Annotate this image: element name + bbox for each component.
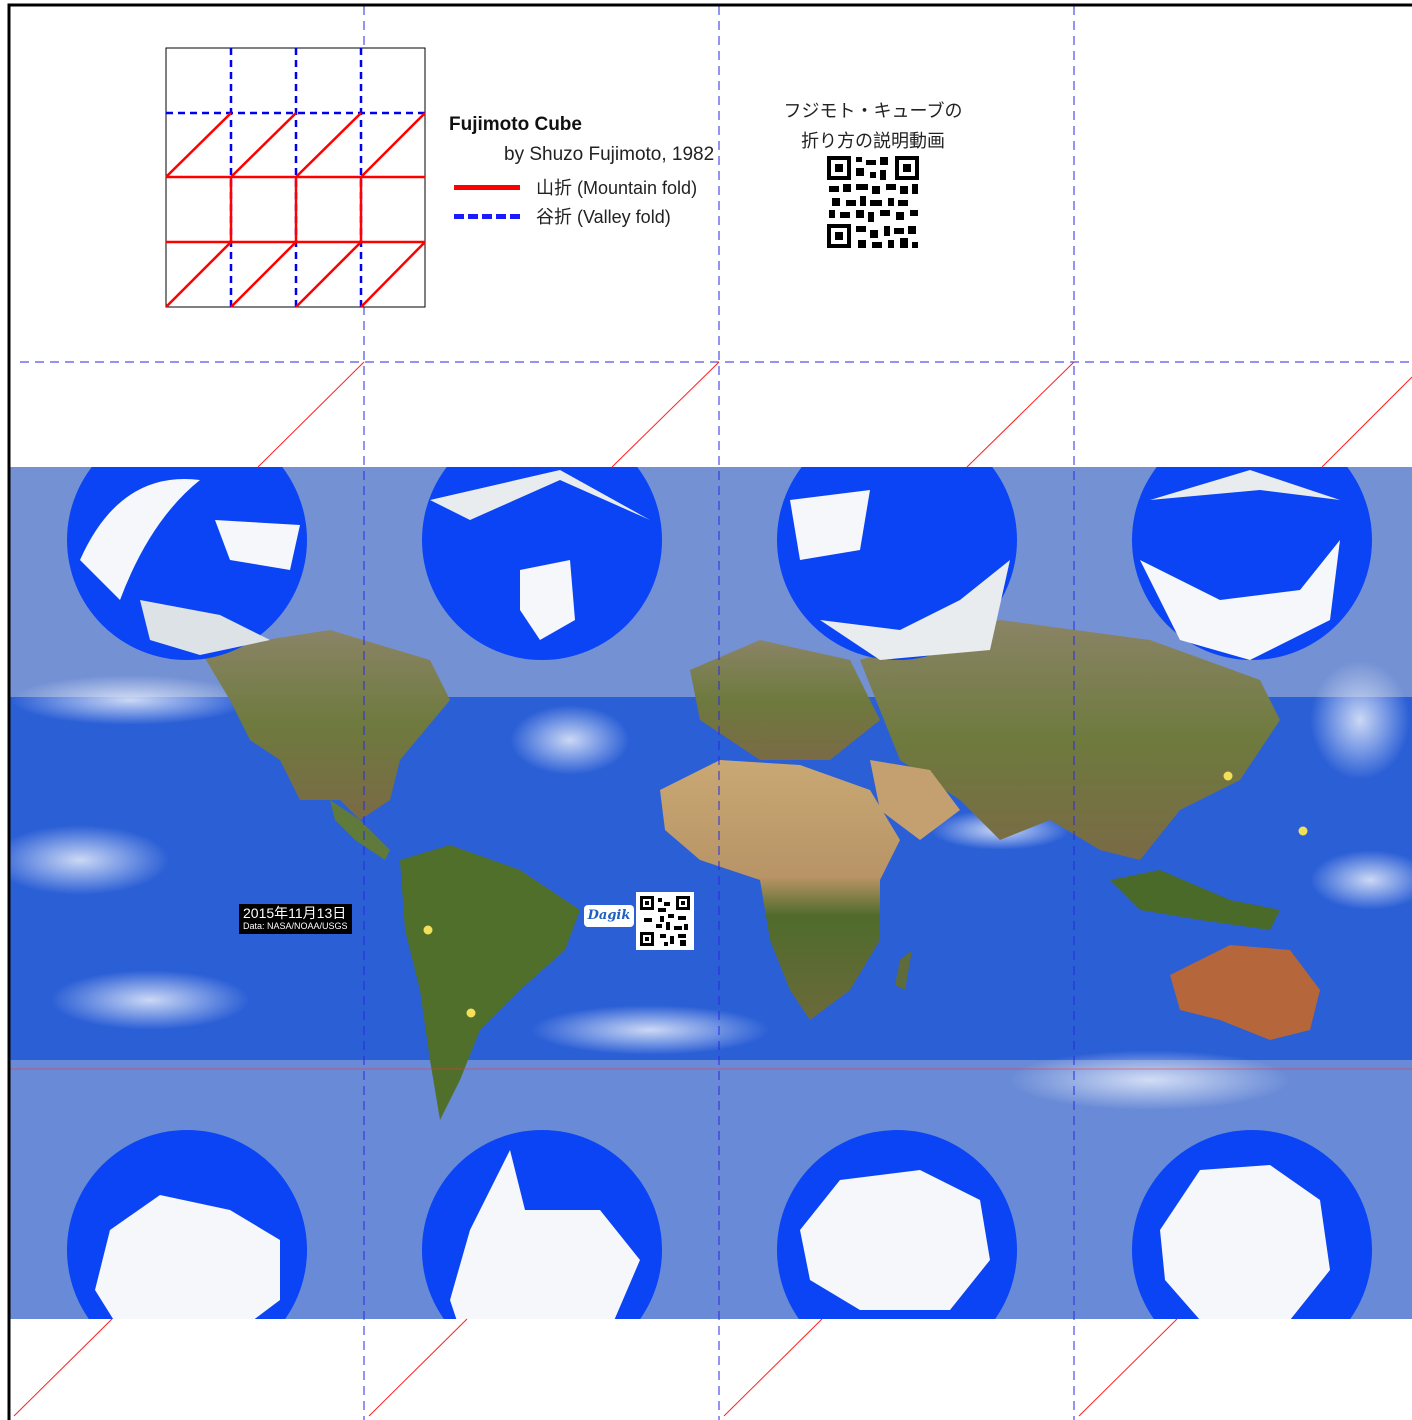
south-america — [400, 845, 580, 1120]
europe — [690, 640, 880, 760]
world-map — [10, 467, 1412, 1319]
arabia — [870, 760, 960, 840]
mountain-fold-swatch — [454, 184, 520, 190]
north-america — [200, 630, 450, 820]
mountain-fold-diagonals-bottom — [13, 1318, 1178, 1417]
video-caption-line2: 折り方の説明動画 — [801, 131, 945, 151]
date-stamp: 2015年11月13日 Data: NASA/NOAA/USGS — [239, 904, 352, 934]
legend-subtitle: by Shuzo Fujimoto, 1982 — [504, 144, 715, 165]
video-qr-code[interactable] — [826, 155, 920, 249]
asia — [860, 620, 1280, 860]
legend-mountain-fold: 山折 (Mountain fold) — [454, 175, 697, 199]
valley-fold-label: 谷折 (Valley fold) — [536, 207, 671, 227]
fold-diagram — [165, 47, 426, 308]
mountain-fold-label: 山折 (Mountain fold) — [536, 178, 698, 198]
south-polar-views — [67, 1130, 1372, 1319]
marker — [1298, 826, 1308, 836]
africa — [660, 760, 900, 1020]
central-america — [330, 800, 390, 860]
valley-fold-swatch — [454, 213, 520, 219]
australia — [1170, 945, 1320, 1040]
valley-fold-vertical-lines — [363, 6, 1075, 1420]
north-polar-views — [67, 467, 1372, 660]
video-caption-line1: フジモト・キューブの — [783, 101, 963, 121]
continents — [200, 555, 1320, 1120]
dagik-qr-code[interactable] — [636, 892, 694, 950]
madagascar — [895, 950, 912, 990]
sheet-border — [7, 3, 1412, 1420]
marker — [466, 1008, 476, 1018]
dagik-logo: Dagik — [584, 905, 634, 927]
mountain-fold-diagonals-top — [257, 361, 1412, 468]
north-pole-2 — [422, 467, 662, 660]
data-credit: Data: NASA/NOAA/USGS — [243, 921, 348, 931]
indonesia — [1110, 870, 1280, 930]
marker — [423, 925, 433, 935]
marker — [1223, 771, 1233, 781]
legend-valley-fold: 谷折 (Valley fold) — [454, 204, 671, 228]
location-markers — [423, 771, 1308, 1018]
legend-title: Fujimoto Cube — [449, 114, 582, 135]
date-text: 2015年11月13日 — [243, 905, 347, 921]
